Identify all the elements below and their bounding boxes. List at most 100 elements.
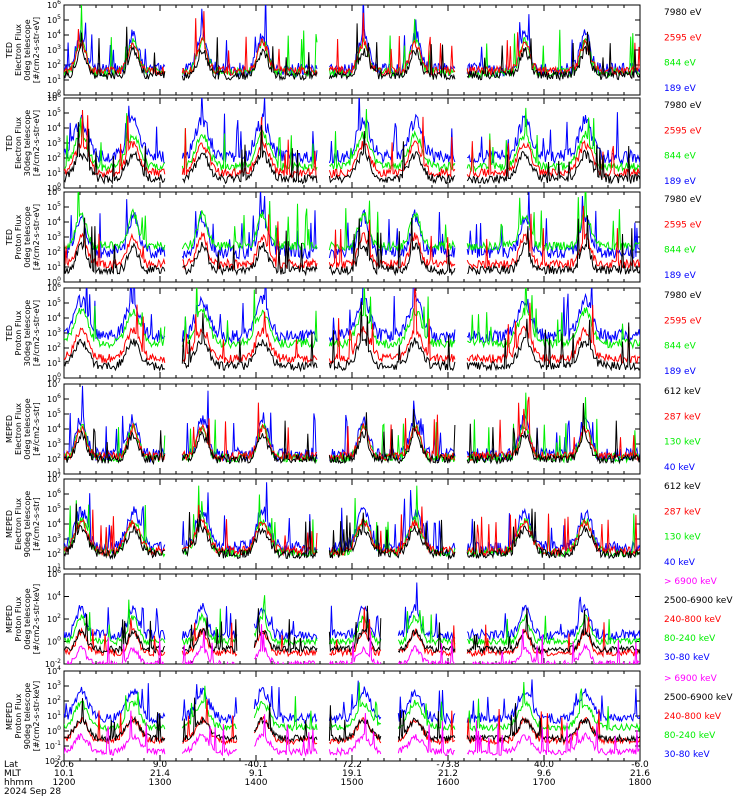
y-tick-label: 102: [47, 453, 61, 464]
y-axis-label: 0deg telescope: [23, 398, 32, 459]
series-red: [64, 109, 640, 180]
series-red: [64, 288, 640, 365]
x-row-label: 2024 Sep 28: [4, 787, 61, 797]
panel-frame: [63, 4, 641, 96]
panel-7: 10-2 100 102 104 106 MEPED Proton Flux 0deg tel…: [5, 568, 733, 669]
y-tick-label: 102: [47, 548, 61, 559]
y-tick-label: 102: [47, 59, 61, 70]
series-blue: [64, 192, 640, 261]
series-black: [64, 215, 640, 277]
x-row-label: Lat: [4, 760, 19, 770]
legend-entry: 189 eV: [664, 177, 697, 187]
y-axis-label: [#/cm2-s-str-eV]: [32, 17, 41, 83]
y-tick-label: 102: [47, 342, 61, 353]
y-tick-label: 101: [47, 357, 61, 368]
panel-5: 101 102 103 104 105 106 107 MEPED Electron Flux 0…: [5, 378, 701, 479]
legend-entry: 7980 eV: [664, 291, 702, 301]
series-blue: [64, 582, 640, 642]
series-red: [64, 11, 640, 77]
y-tick-label: 106: [47, 0, 61, 10]
panel-data: [64, 5, 640, 82]
legend-entry: 240-800 keV: [664, 615, 722, 625]
y-tick-label: 102: [47, 246, 61, 257]
legend-entry: 844 eV: [664, 342, 697, 352]
y-axis-label: Proton Flux: [14, 310, 23, 355]
legend-entry: 2595 eV: [664, 33, 702, 43]
panel-frame: [63, 670, 641, 762]
y-axis-label: [#/cm2-s-str]: [32, 402, 41, 455]
series-green: [64, 107, 640, 173]
y-tick-label: 103: [47, 438, 61, 449]
y-tick-label: 104: [47, 122, 61, 133]
y-tick-label: 104: [47, 591, 61, 602]
y-axis-label: [#/cm2-s-str-keV]: [32, 681, 41, 752]
series-black: [64, 605, 640, 655]
y-axis-label: 90deg telescope: [23, 491, 32, 558]
series-black: [64, 122, 640, 185]
legend-entry: > 6900 keV: [664, 577, 718, 587]
series-magenta: [64, 710, 640, 758]
legend-entry: 2595 eV: [664, 126, 702, 136]
y-axis-label: [#/cm2-s-str-keV]: [32, 584, 41, 655]
legend-entry: 189 eV: [664, 271, 697, 281]
series-black: [64, 23, 640, 82]
y-tick-label: 104: [47, 312, 61, 323]
legend-entry: 844 eV: [664, 59, 697, 69]
x-tick-lat: 72.2: [342, 760, 362, 770]
y-axis-label: Electron Flux: [14, 117, 23, 169]
legend-entry: 2500-6900 keV: [664, 596, 733, 606]
panel-8: 10-2 10-1 100 101 102 103 104 MEPED Proton Flux 9…: [5, 665, 733, 766]
y-tick-label: 10-2: [45, 658, 61, 669]
y-axis-label: Proton Flux: [14, 596, 23, 641]
legend-entry: > 6900 keV: [664, 674, 718, 684]
legend-entry: 287 keV: [664, 507, 701, 517]
y-axis-label: MEPED: [5, 415, 14, 443]
x-tick-lat: -73.8: [436, 760, 460, 770]
x-tick-lat: -6.0: [631, 760, 649, 770]
y-tick-label: 101: [47, 563, 61, 574]
y-axis-label: MEPED: [5, 702, 14, 730]
x-tick-mlt: 10.1: [54, 769, 74, 779]
panel-3: 100 101 102 103 104 105 106 TED Proton Flux 0deg …: [5, 186, 702, 287]
y-axis-label: Electron Flux: [14, 403, 23, 455]
x-tick-time: 1500: [341, 778, 364, 788]
y-tick-label: 105: [47, 503, 61, 514]
y-tick-label: 104: [47, 518, 61, 529]
y-tick-label: 105: [47, 107, 61, 118]
legend-entry: 80-240 keV: [664, 634, 716, 644]
y-tick-label: 103: [47, 680, 61, 691]
legend-entry: 40 keV: [664, 463, 696, 473]
legend-entry: 189 eV: [664, 367, 697, 377]
panel-1: 100 101 102 103 104 105 106 TED Electron Flux 0de…: [5, 0, 702, 100]
series-blue: [64, 5, 640, 78]
panel-data: [64, 385, 640, 466]
y-axis-label: 30deg telescope: [23, 110, 32, 177]
y-tick-label: 106: [47, 186, 61, 197]
panel-6: 101 102 103 104 105 106 107 MEPED Electron Flux 9…: [5, 473, 701, 574]
y-tick-label: 100: [47, 89, 61, 100]
panel-data: [64, 582, 640, 664]
y-axis-label: Proton Flux: [14, 214, 23, 259]
x-row-label: MLT: [4, 769, 22, 779]
panel-frame: [63, 97, 641, 189]
legend-entry: 240-800 keV: [664, 712, 722, 722]
y-tick-label: 105: [47, 14, 61, 25]
legend-entry: 287 keV: [664, 412, 701, 422]
x-tick-mlt: 21.4: [150, 769, 170, 779]
legend-entry: 844 eV: [664, 152, 697, 162]
y-tick-label: 101: [47, 468, 61, 479]
legend-entry: 7980 eV: [664, 101, 702, 111]
y-axis-label: [#/cm2-s-str]: [32, 497, 41, 550]
y-axis-label: MEPED: [5, 510, 14, 538]
y-tick-label: 103: [47, 231, 61, 242]
y-axis-label: 0deg telescope: [23, 206, 32, 267]
y-tick-label: 10-2: [45, 755, 61, 766]
y-axis-label: 0deg telescope: [23, 588, 32, 649]
y-tick-label: 101: [47, 710, 61, 721]
legend-entry: 130 keV: [664, 438, 701, 448]
x-tick-mlt: 19.1: [342, 769, 362, 779]
y-tick-label: 104: [47, 423, 61, 434]
y-tick-label: 106: [47, 488, 61, 499]
x-tick-time: 1200: [53, 778, 76, 788]
y-axis-label: TED: [5, 42, 14, 59]
